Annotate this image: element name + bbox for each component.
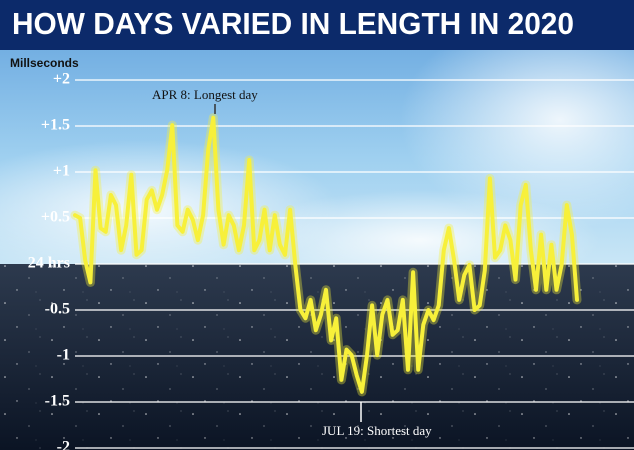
data-line (73, 115, 579, 394)
y-tick-label: +0.5 (41, 209, 70, 226)
y-tick-label: +2 (53, 71, 70, 88)
y-tick-label: 24 hrs (28, 255, 70, 272)
grid (75, 79, 634, 449)
annotation: APR 8: Longest day (152, 87, 258, 102)
title-banner (0, 0, 634, 50)
cloud (400, 10, 634, 230)
stars (0, 264, 634, 450)
plot (70, 113, 582, 397)
y-axis-label: Millseconds (10, 56, 79, 70)
annotation: JUL 19: Shortest day (322, 423, 432, 438)
y-tick-label: -0.5 (45, 301, 70, 318)
chart-title: HOW DAYS VARIED IN LENGTH IN 2020 (12, 6, 574, 41)
y-tick-label: -2 (57, 439, 70, 450)
y-tick-label: +1.5 (41, 117, 70, 134)
y-tick-label: +1 (53, 163, 70, 180)
y-tick-label: -1.5 (45, 393, 70, 410)
y-tick-label: -1 (57, 347, 70, 364)
